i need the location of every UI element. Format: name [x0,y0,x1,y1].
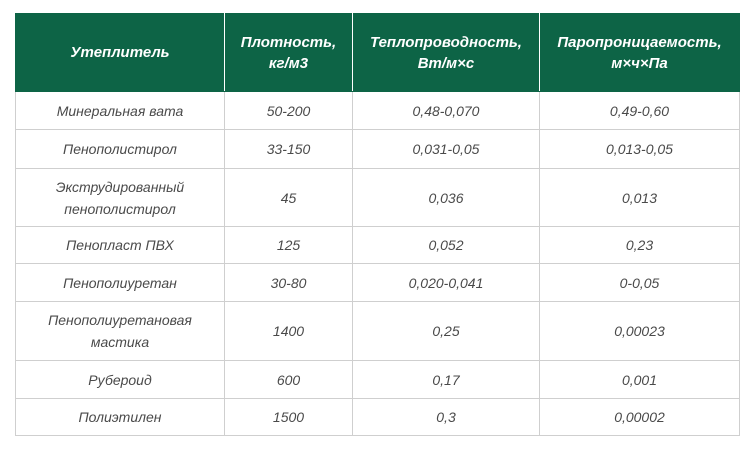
table-row: Пенополиуретановая мастика 1400 0,25 0,0… [15,301,740,361]
cell-material: Полиэтилен [15,398,225,436]
cell-material: Экструдированный пенополистирол [15,168,225,227]
cell-density: 1500 [224,398,353,436]
cell-material: Пенополиуретановая мастика [15,301,225,361]
table-header-row: Утеплитель Плотность, кг/м3 Теплопроводн… [15,13,740,92]
cell-conductivity: 0,25 [352,301,540,361]
cell-conductivity: 0,036 [352,168,540,227]
table-row: Пенополистирол 33-150 0,031-0,05 0,013-0… [15,129,740,169]
cell-density: 125 [224,226,353,264]
header-insulation: Утеплитель [15,13,225,92]
cell-density: 33-150 [224,129,353,169]
cell-material: Минеральная вата [15,91,225,130]
cell-density: 600 [224,360,353,399]
cell-density: 1400 [224,301,353,361]
cell-conductivity: 0,3 [352,398,540,436]
cell-material: Пенополистирол [15,129,225,169]
header-thermal-conductivity: Теплопроводность, Вт/м×с [352,13,540,92]
cell-density: 50-200 [224,91,353,130]
cell-permeability: 0,013 [539,168,740,227]
table-row: Пенопласт ПВХ 125 0,052 0,23 [15,226,740,264]
cell-conductivity: 0,17 [352,360,540,399]
cell-conductivity: 0,020-0,041 [352,263,540,302]
table-row: Полиэтилен 1500 0,3 0,00002 [15,398,740,436]
cell-density: 30-80 [224,263,353,302]
cell-permeability: 0,00002 [539,398,740,436]
cell-conductivity: 0,031-0,05 [352,129,540,169]
cell-material: Пенопласт ПВХ [15,226,225,264]
cell-density: 45 [224,168,353,227]
insulation-properties-table: Утеплитель Плотность, кг/м3 Теплопроводн… [15,13,740,436]
cell-permeability: 0,49-0,60 [539,91,740,130]
table-row: Рубероид 600 0,17 0,001 [15,360,740,399]
header-vapor-permeability: Паропроницаемость, м×ч×Па [539,13,740,92]
header-density: Плотность, кг/м3 [224,13,353,92]
cell-conductivity: 0,48-0,070 [352,91,540,130]
cell-permeability: 0-0,05 [539,263,740,302]
table-row: Пенополиуретан 30-80 0,020-0,041 0-0,05 [15,263,740,302]
table-row: Экструдированный пенополистирол 45 0,036… [15,168,740,227]
cell-permeability: 0,001 [539,360,740,399]
cell-permeability: 0,23 [539,226,740,264]
cell-conductivity: 0,052 [352,226,540,264]
cell-material: Пенополиуретан [15,263,225,302]
insulation-properties-table-container: Утеплитель Плотность, кг/м3 Теплопроводн… [15,13,740,436]
cell-material: Рубероид [15,360,225,399]
table-row: Минеральная вата 50-200 0,48-0,070 0,49-… [15,91,740,130]
cell-permeability: 0,013-0,05 [539,129,740,169]
cell-permeability: 0,00023 [539,301,740,361]
